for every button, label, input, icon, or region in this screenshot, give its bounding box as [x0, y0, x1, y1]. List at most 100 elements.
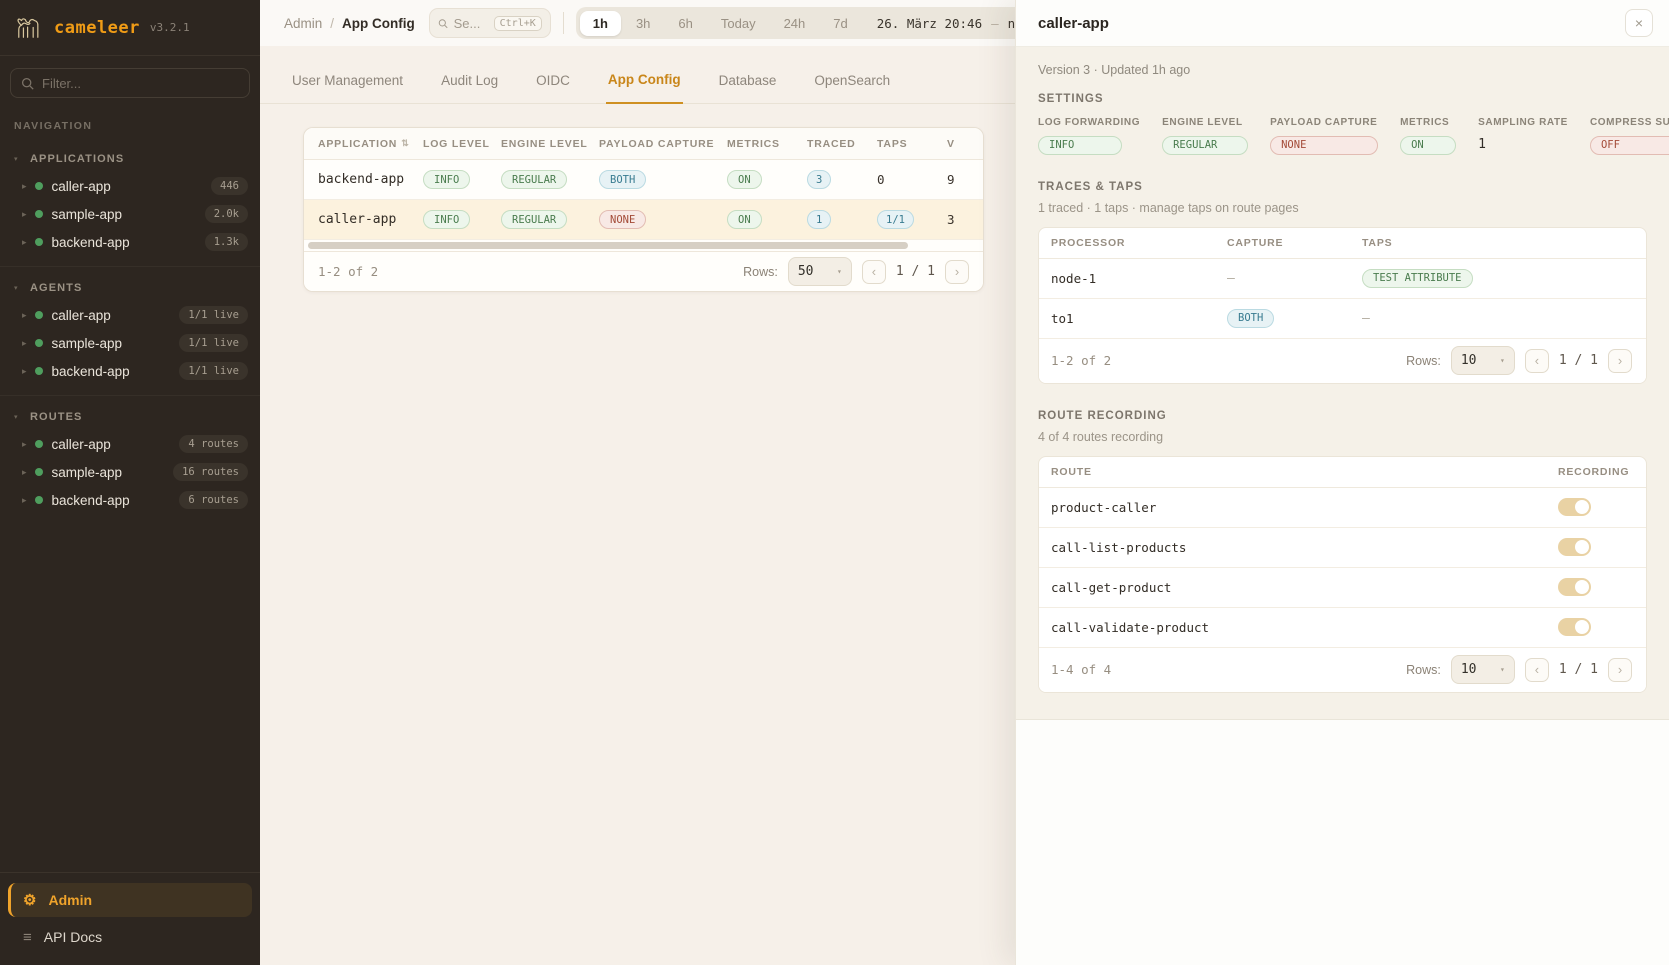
sidebar-item-sample-app[interactable]: ▸ sample-app 2.0k [0, 200, 260, 228]
row-range-label: 1-2 of 2 [1051, 353, 1112, 368]
sort-icon[interactable]: ⇅ [401, 138, 410, 148]
rows-per-page-select[interactable]: 10 ▾ [1450, 655, 1515, 684]
section-label: APPLICATIONS [30, 153, 125, 165]
sidebar-item-caller-app[interactable]: ▸ caller-app 446 [0, 172, 260, 200]
next-page-button[interactable]: › [945, 259, 969, 284]
col-engine-level: ENGINE LEVEL [501, 137, 588, 150]
sidebar-item-backend-app-agent[interactable]: ▸ backend-app 1/1 live [0, 357, 260, 385]
next-page-button[interactable]: › [1608, 348, 1632, 373]
engine-level-badge: REGULAR [1162, 135, 1249, 155]
traces-header-row: PROCESSOR CAPTURE TAPS [1039, 228, 1646, 259]
route-row-call-list-products: call-list-products [1039, 528, 1646, 568]
close-button[interactable]: × [1625, 9, 1653, 37]
recording-toggle-on[interactable] [1558, 618, 1591, 636]
sidebar-item-backend-app[interactable]: ▸ backend-app 1.3k [0, 228, 260, 256]
sidebar-item-admin[interactable]: ⚙ Admin [8, 883, 252, 917]
sidebar-filter[interactable] [10, 68, 250, 98]
table-row-caller-app[interactable]: caller-app INFO REGULAR NONE ON 1 1/1 3 [304, 200, 983, 240]
field-label: ENGINE LEVEL [1162, 117, 1243, 128]
prev-page-button[interactable]: ‹ [861, 259, 886, 284]
tab-oidc[interactable]: OIDC [536, 73, 570, 88]
tab-app-config[interactable]: App Config [605, 72, 683, 104]
sidebar-item-sample-app-agent[interactable]: ▸ sample-app 1/1 live [0, 329, 260, 357]
rows-label: Rows: [1406, 353, 1441, 368]
search-input[interactable] [453, 15, 488, 31]
prev-page-button[interactable]: ‹ [1524, 657, 1549, 682]
col-processor: PROCESSOR [1051, 236, 1126, 249]
tab-audit-log[interactable]: Audit Log [441, 73, 499, 88]
sidebar-item-label: caller-app [51, 307, 111, 323]
sidebar-item-caller-app-routes[interactable]: ▸ caller-app 4 routes [0, 430, 260, 458]
col-v: V [947, 137, 955, 150]
next-page-button[interactable]: › [1608, 657, 1632, 682]
breadcrumb-parent[interactable]: Admin [284, 15, 323, 31]
table-row-backend-app[interactable]: backend-app INFO REGULAR BOTH ON 3 0 9 [304, 160, 983, 200]
compress-success-badge: OFF [1589, 135, 1669, 155]
sidebar-item-label: sample-app [51, 335, 123, 351]
rows-per-page-select[interactable]: 50 ▾ [787, 257, 852, 286]
col-log-level: LOG LEVEL [423, 137, 490, 150]
chevron-down-icon: ▾ [14, 414, 18, 421]
version-line: Version 3 · Updated 1h ago [1038, 63, 1191, 77]
recording-toggle-on[interactable] [1558, 498, 1591, 516]
cell-route: call-list-products [1051, 539, 1187, 555]
sidebar-item-caller-app-agent[interactable]: ▸ caller-app 1/1 live [0, 301, 260, 329]
section-header-applications[interactable]: ▾ APPLICATIONS [0, 146, 260, 172]
sidebar-item-sample-app-routes[interactable]: ▸ sample-app 16 routes [0, 458, 260, 486]
chevron-right-icon: ▸ [22, 365, 27, 376]
status-dot-icon [34, 210, 43, 218]
prev-page-button[interactable]: ‹ [1524, 348, 1549, 373]
sidebar-item-label: sample-app [51, 206, 123, 222]
admin-label: Admin [48, 892, 93, 908]
camel-logo-icon [17, 17, 39, 38]
time-range-7d[interactable]: 7d [833, 15, 848, 31]
tab-opensearch[interactable]: OpenSearch [814, 73, 891, 88]
traces-table: PROCESSOR CAPTURE TAPS node-1 — TEST ATT… [1038, 226, 1647, 384]
cell-version: 3 [947, 212, 955, 227]
status-dot-icon [34, 311, 43, 319]
horizontal-scrollbar[interactable] [308, 242, 908, 249]
page-indicator: 1 / 1 [1558, 662, 1598, 677]
time-range-today[interactable]: Today [720, 15, 756, 31]
payload-capture-badge: NONE [1270, 135, 1379, 155]
section-header-routes[interactable]: ▾ ROUTES [0, 404, 260, 430]
rows-per-page-select[interactable]: 10 ▾ [1450, 346, 1515, 375]
time-range-1h[interactable]: 1h [579, 10, 621, 36]
metrics-badge: ON [1400, 135, 1457, 155]
chevron-right-icon: ▸ [22, 494, 27, 505]
section-label: AGENTS [30, 282, 83, 294]
cell-application: caller-app [318, 212, 397, 227]
field-label: METRICS [1400, 117, 1450, 128]
recording-toggle-on[interactable] [1558, 538, 1591, 556]
col-application[interactable]: APPLICATION ⇅ [318, 137, 410, 150]
traces-subtitle: 1 traced · 1 taps · manage taps on route… [1038, 200, 1299, 215]
sidebar-item-badge: 446 [211, 177, 248, 195]
time-range-3h[interactable]: 3h [635, 15, 651, 31]
traces-row-node-1[interactable]: node-1 — TEST ATTRIBUTE [1039, 259, 1646, 299]
app-version: v3.2.1 [149, 21, 190, 34]
search-icon [438, 18, 448, 28]
panel-title: caller-app [1038, 14, 1109, 32]
row-range-label: 1-4 of 4 [1051, 662, 1112, 677]
chevron-right-icon: ▸ [22, 180, 27, 191]
traces-row-to1[interactable]: to1 BOTH — [1039, 299, 1646, 339]
chevron-right-icon: ▸ [22, 309, 27, 320]
tab-database[interactable]: Database [718, 73, 777, 88]
field-log-forwarding: LOG FORWARDING INFO [1038, 117, 1140, 155]
section-header-agents[interactable]: ▾ AGENTS [0, 275, 260, 301]
global-search[interactable]: Ctrl+K [428, 8, 551, 38]
field-label: PAYLOAD CAPTURE [1270, 117, 1378, 128]
app-title: cameleer [54, 17, 140, 38]
sidebar-item-api-docs[interactable]: ≡ API Docs [8, 921, 252, 953]
tab-user-management[interactable]: User Management [292, 73, 404, 88]
time-range-24h[interactable]: 24h [783, 15, 806, 31]
filter-input[interactable] [42, 75, 222, 91]
status-dot-icon [34, 238, 43, 246]
sidebar-item-backend-app-routes[interactable]: ▸ backend-app 6 routes [0, 486, 260, 514]
time-range-6h[interactable]: 6h [678, 15, 693, 31]
list-icon: ≡ [23, 928, 32, 946]
sampling-rate-value: 1 [1478, 137, 1486, 152]
chevron-right-icon: ▸ [22, 337, 27, 348]
sidebar-item-badge: 1/1 live [179, 362, 248, 380]
recording-toggle-on[interactable] [1558, 578, 1591, 596]
